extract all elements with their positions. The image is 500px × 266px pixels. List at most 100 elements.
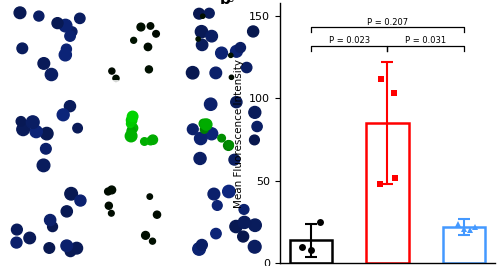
Circle shape (38, 58, 50, 69)
Circle shape (106, 202, 112, 209)
Circle shape (130, 38, 136, 43)
Circle shape (200, 14, 205, 18)
Circle shape (16, 117, 26, 126)
Circle shape (216, 47, 228, 59)
Circle shape (230, 45, 242, 57)
Circle shape (44, 214, 56, 226)
Circle shape (248, 240, 261, 253)
Circle shape (48, 222, 58, 232)
Circle shape (59, 19, 72, 32)
Circle shape (128, 123, 138, 133)
Circle shape (137, 23, 145, 31)
Title: Merge: Merge (210, 0, 240, 2)
Circle shape (24, 232, 36, 244)
Title: FITC: FITC (126, 0, 146, 2)
Circle shape (196, 239, 207, 250)
Circle shape (199, 119, 208, 128)
Y-axis label: Mean Fluorescence Intensity: Mean Fluorescence Intensity (234, 59, 243, 207)
Circle shape (249, 219, 262, 231)
Circle shape (206, 128, 218, 140)
Circle shape (30, 126, 42, 138)
Circle shape (193, 243, 205, 255)
Circle shape (74, 13, 85, 23)
Circle shape (204, 8, 214, 18)
Circle shape (211, 228, 221, 239)
Bar (443, 227, 485, 263)
Circle shape (11, 237, 22, 248)
Circle shape (40, 127, 53, 140)
Circle shape (194, 152, 206, 164)
Circle shape (208, 188, 220, 200)
Circle shape (108, 186, 116, 194)
Circle shape (194, 8, 204, 19)
Circle shape (231, 97, 242, 108)
Circle shape (26, 116, 39, 128)
Circle shape (113, 75, 119, 81)
Circle shape (109, 68, 115, 74)
Circle shape (229, 154, 240, 165)
Circle shape (224, 140, 234, 150)
Circle shape (65, 246, 76, 257)
Circle shape (34, 11, 44, 21)
Circle shape (126, 120, 134, 127)
Circle shape (62, 44, 72, 54)
Circle shape (104, 188, 112, 195)
Text: P = 0.207: P = 0.207 (367, 18, 408, 27)
Y-axis label: CTR-GVs: CTR-GVs (267, 24, 277, 66)
Circle shape (186, 66, 199, 79)
Circle shape (252, 121, 262, 132)
Circle shape (144, 43, 152, 51)
Circle shape (108, 210, 114, 216)
Circle shape (75, 195, 86, 206)
Y-axis label: ZD2-GVs: ZD2-GVs (0, 111, 5, 155)
Circle shape (46, 68, 58, 81)
Circle shape (230, 221, 242, 233)
Circle shape (128, 111, 138, 122)
Text: b: b (220, 0, 230, 7)
Circle shape (147, 194, 152, 199)
Circle shape (146, 137, 154, 145)
Title: DAPI: DAPI (36, 0, 59, 2)
Circle shape (126, 130, 137, 142)
Circle shape (142, 231, 150, 239)
Circle shape (196, 39, 208, 51)
Circle shape (188, 124, 198, 135)
Circle shape (238, 216, 250, 228)
Bar (290, 240, 332, 263)
Circle shape (206, 30, 218, 42)
Circle shape (40, 143, 51, 154)
Circle shape (17, 123, 29, 136)
Circle shape (57, 109, 69, 121)
Circle shape (59, 49, 72, 61)
Circle shape (218, 134, 226, 142)
Bar (366, 123, 408, 263)
Circle shape (126, 115, 137, 125)
Circle shape (61, 206, 72, 217)
Circle shape (12, 224, 22, 235)
Text: P = 0.023: P = 0.023 (328, 36, 370, 45)
Circle shape (71, 242, 83, 254)
Circle shape (236, 43, 246, 53)
Circle shape (140, 138, 148, 145)
Circle shape (146, 66, 152, 73)
Circle shape (65, 31, 76, 41)
Circle shape (239, 205, 249, 214)
Circle shape (52, 18, 63, 28)
Circle shape (73, 123, 83, 133)
Circle shape (68, 27, 77, 36)
Circle shape (200, 119, 212, 130)
Circle shape (37, 159, 50, 172)
Circle shape (196, 37, 200, 41)
Circle shape (44, 243, 54, 253)
Circle shape (242, 63, 252, 73)
Circle shape (64, 101, 76, 112)
Circle shape (154, 211, 160, 218)
Circle shape (17, 43, 28, 54)
Circle shape (210, 67, 222, 79)
Circle shape (238, 231, 248, 242)
Circle shape (14, 7, 26, 19)
Circle shape (226, 141, 234, 149)
Circle shape (65, 188, 78, 200)
Circle shape (248, 26, 258, 37)
Circle shape (222, 185, 235, 198)
